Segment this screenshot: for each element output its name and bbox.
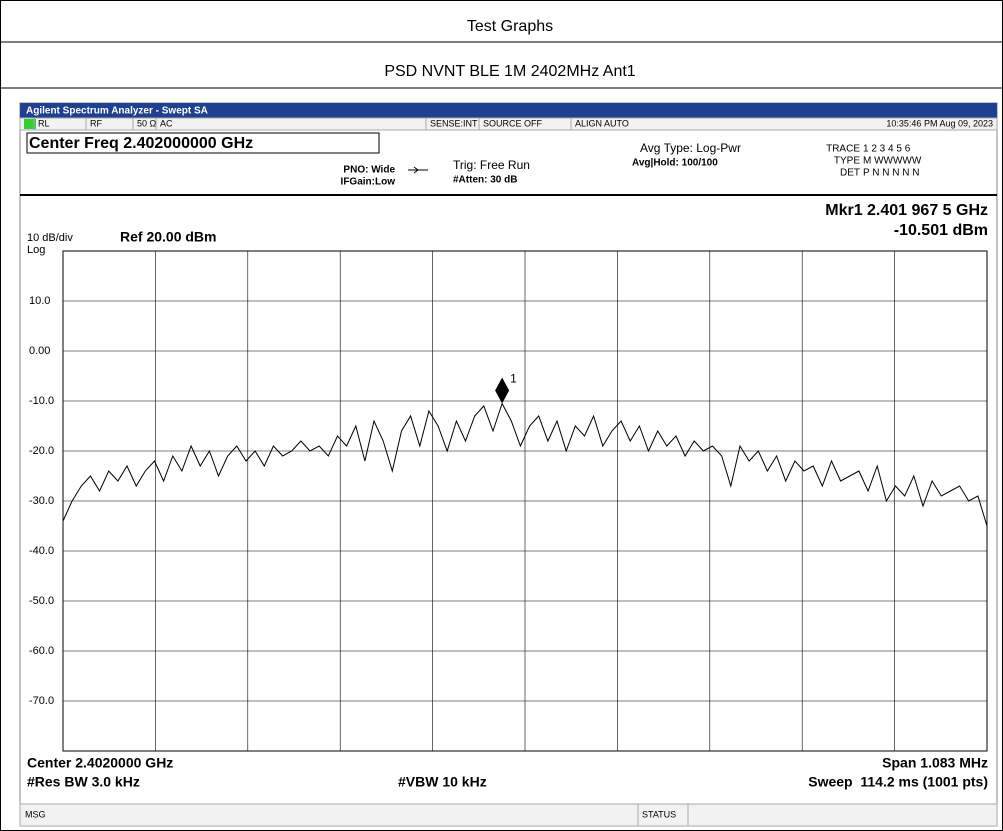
analyzer-frame xyxy=(19,102,998,827)
marker-level: -10.501 dBm xyxy=(894,222,988,239)
avg-hold: Avg|Hold: 100/100 xyxy=(632,158,718,169)
y-tick-label: 10.0 xyxy=(29,295,50,307)
timestamp: 10:35:46 PM Aug 09, 2023 xyxy=(886,118,993,128)
ref-level: Ref 20.00 dBm xyxy=(120,229,216,245)
marker xyxy=(495,377,510,404)
msg: MSG xyxy=(25,809,46,819)
scale: 10 dB/div xyxy=(27,232,73,244)
det-label: DET xyxy=(840,168,860,179)
report-title: Test Graphs xyxy=(467,18,553,35)
msg-bar xyxy=(19,803,998,827)
y-tick-label: -40.0 xyxy=(29,545,54,557)
type-label: TYPE xyxy=(834,156,860,167)
y-tick-label: -50.0 xyxy=(29,595,54,607)
span: Span 1.083 MHz xyxy=(882,755,988,771)
status-item: RL xyxy=(38,118,50,128)
center: Center 2.4020000 GHz xyxy=(27,755,173,771)
status-item: ALIGN AUTO xyxy=(575,118,629,128)
status-item: AC xyxy=(160,118,173,128)
status-row xyxy=(19,117,998,131)
marker-freq: Mkr1 2.401 967 5 GHz xyxy=(825,202,988,219)
center-freq: Center Freq 2.402000000 GHz xyxy=(29,135,253,152)
sweep: Sweep 114.2 ms (1001 pts) xyxy=(808,774,988,790)
det-val: P N N N N N xyxy=(863,168,920,179)
y-tick-label: -30.0 xyxy=(29,495,54,507)
trace xyxy=(62,402,988,527)
y-tick-label: -20.0 xyxy=(29,445,54,457)
marker-label: 1 xyxy=(510,372,517,386)
status-item: SOURCE OFF xyxy=(483,118,543,128)
window-title: Agilent Spectrum Analyzer - Swept SA xyxy=(26,106,208,117)
trace-nums: 1 2 3 4 5 6 xyxy=(863,144,911,155)
trig-arrow xyxy=(408,166,428,174)
status-label: STATUS xyxy=(642,809,676,819)
status-item: RF xyxy=(90,118,102,128)
trace-label: TRACE xyxy=(826,144,860,155)
y-tick-label: 0.00 xyxy=(29,345,50,357)
window-bar xyxy=(20,103,997,118)
report-subtitle: PSD NVNT BLE 1M 2402MHz Ant1 xyxy=(384,63,635,80)
y-tick-label: -10.0 xyxy=(29,395,54,407)
ifgain: IFGain:Low xyxy=(341,177,396,188)
avg-type: Avg Type: Log-Pwr xyxy=(640,141,741,155)
pno: PNO: Wide xyxy=(343,165,395,176)
scale-type: Log xyxy=(27,244,45,256)
status-item: 50 Ω xyxy=(137,118,157,128)
y-tick-label: -60.0 xyxy=(29,645,54,657)
atten: #Atten: 30 dB xyxy=(453,175,517,186)
status-item: SENSE:INT xyxy=(430,118,478,128)
lxi-icon xyxy=(24,119,36,129)
type-val: M WWWWW xyxy=(863,156,922,167)
center-box xyxy=(26,132,380,154)
rbw: #Res BW 3.0 kHz xyxy=(27,774,140,790)
vbw: #VBW 10 kHz xyxy=(398,774,487,790)
trig: Trig: Free Run xyxy=(453,158,530,172)
y-tick-label: -70.0 xyxy=(29,695,54,707)
